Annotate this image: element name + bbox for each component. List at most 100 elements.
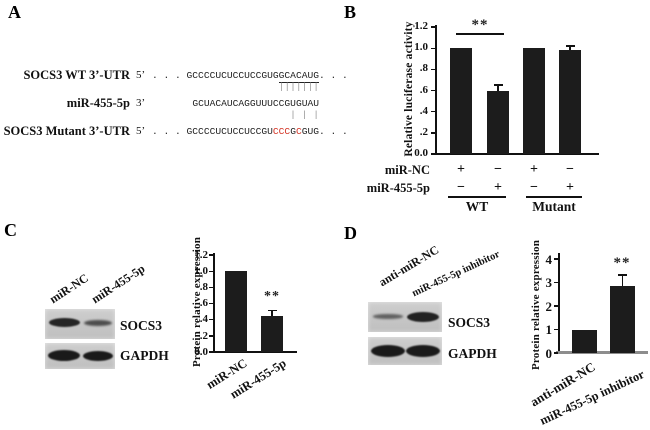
panel-a-label: A — [8, 2, 21, 22]
mir-prime-end: 3’ — [136, 97, 146, 109]
mut-black-base: G — [290, 126, 296, 137]
mut-red-bases-2: C — [295, 126, 302, 137]
blot-c-socs3-box — [45, 309, 115, 339]
chart-b-bar-4 — [559, 50, 581, 154]
chart-d-ytick-label: 4 — [545, 251, 553, 267]
chart-d-significance-stars: ** — [613, 255, 631, 271]
chart-c-bar-2 — [261, 315, 283, 352]
chart-b-bar-1 — [450, 48, 472, 154]
chart-c-bar-1 — [225, 271, 247, 352]
wt-seq-dots-right: . . . — [318, 70, 348, 81]
chart-d-ytick-label: 0 — [545, 345, 553, 361]
chart-c-ytick-label: .4 — [199, 313, 208, 326]
chart-c-tick — [209, 351, 213, 353]
sign-cell: + — [530, 162, 538, 177]
panel-b: B Relative luciferase activity 1.2 1.0 .… — [330, 0, 650, 215]
chart-d-bar-2 — [610, 286, 635, 353]
chart-b-error-bar-4 — [565, 45, 575, 51]
blot-c-socs3-label: SOCS3 — [120, 318, 163, 333]
chart-d-tick — [554, 328, 558, 331]
chart-b-ytick-label: .4 — [419, 104, 428, 117]
mir-seq-body: GCUACAUCAGGUUUCCGUGUAU — [192, 98, 319, 109]
chart-c-error-bar-2 — [267, 309, 277, 316]
chart-b-tick — [431, 26, 435, 28]
chart-b-x-axis — [435, 153, 599, 155]
chart-b-error-bar-2 — [493, 84, 503, 91]
chart-c-x-axis — [213, 351, 297, 353]
panel-a: A SOCS3 WT 3’-UTR 5’ . . . GCCCCUCUCCUCC… — [0, 0, 348, 215]
blot-c-lane1-label: miR-NC — [46, 270, 91, 307]
gapdh-band-lane1 — [371, 345, 405, 357]
match-bars-mir-mut: | | | — [152, 110, 319, 120]
mut-seq-dots-left: . . . — [152, 126, 187, 137]
sign-cell: − — [457, 180, 465, 195]
chart-b-significance-line — [456, 33, 504, 35]
panel-b-label: B — [344, 2, 357, 22]
gapdh-band-lane1 — [48, 350, 80, 361]
chart-d-tick — [554, 258, 558, 260]
wt-seed-region: GCACAUG — [278, 70, 319, 83]
mir-sequence: GCUACAUCAGGUUUCCGUGUAU — [152, 98, 319, 109]
sign-cell: + — [457, 162, 465, 177]
panel-d: D anti-miR-NC miR-455-5p inhibitor SOCS3… — [330, 215, 650, 430]
wt-sequence: . . . GCCCCUCUCCUCCGUGGCACAUG. . . — [152, 70, 348, 83]
chart-c-ytick-label: 1.2 — [194, 248, 208, 261]
chart-c-tick — [209, 254, 213, 256]
blot-d-socs3-box — [368, 302, 442, 332]
group-mutant-label: Mutant — [532, 199, 576, 214]
blot-c-gapdh-label: GAPDH — [120, 348, 169, 363]
chart-b-ytick-label: 1.2 — [414, 20, 428, 32]
condition-row-mir-nc-label: miR-NC — [384, 163, 430, 177]
blot-d-socs3-label: SOCS3 — [448, 315, 491, 330]
chart-c-y-axis — [213, 253, 215, 352]
mir-row-label: miR-455-5p — [66, 96, 130, 110]
chart-c-ytick-label: 0.0 — [194, 345, 208, 358]
wt-row-label: SOCS3 WT 3’-UTR — [23, 68, 130, 82]
chart-c-tick — [209, 335, 213, 337]
chart-b-ytick-label: .6 — [419, 83, 428, 96]
sign-cell: − — [530, 180, 538, 195]
sign-cell: − — [494, 162, 502, 177]
chart-c-tick — [209, 319, 213, 321]
chart-b-tick — [431, 153, 435, 155]
blot-c-lane2-label: miR-455-5p — [88, 261, 148, 307]
chart-b-tick — [431, 47, 435, 49]
chart-b-bar-2 — [487, 90, 509, 154]
mutant-prime-end: 5’ — [136, 125, 146, 137]
chart-b-tick — [431, 111, 435, 113]
mutant-sequence: . . . GCCCCUCUCCUCCGUCCCGCGUG. . . — [152, 126, 348, 137]
chart-d-tick — [554, 281, 558, 284]
chart-b-bar-3 — [523, 48, 545, 154]
chart-c-ytick-label: 1.0 — [194, 264, 208, 277]
socs3-band-lane1 — [49, 318, 80, 327]
chart-c-tick — [209, 270, 213, 272]
chart-c-significance-stars: ** — [264, 289, 280, 304]
wt-prime-end: 5’ — [136, 69, 146, 81]
chart-b-significance-stars: ** — [471, 17, 489, 33]
chart-b-tick — [431, 132, 435, 134]
chart-d-error-bar-2 — [618, 274, 627, 287]
match-bars-wt-mir: ||||||| — [152, 82, 319, 92]
chart-c-ytick-label: .6 — [199, 297, 208, 310]
chart-c-tick — [209, 286, 213, 288]
panel-c: C miR-NC miR-455-5p SOCS3 GAPDH Protein … — [0, 215, 330, 430]
mir-seq-indent — [152, 98, 192, 109]
socs3-band-lane2 — [84, 319, 112, 326]
chart-c-tick — [209, 303, 213, 305]
wt-seq-dots-left: . . . — [152, 70, 187, 81]
blot-c-gapdh-box — [45, 343, 115, 369]
chart-d-tick — [554, 352, 558, 354]
chart-b-ytick-label: .8 — [419, 62, 428, 75]
blot-d-gapdh-label: GAPDH — [448, 346, 497, 361]
socs3-band-lane1 — [373, 314, 403, 319]
chart-b-ytick-label: .2 — [419, 126, 428, 138]
chart-b-y-axis — [435, 25, 437, 154]
group-wt-label: WT — [465, 199, 489, 214]
chart-b-tick — [431, 90, 435, 92]
mut-seq-tail: GUG. . . — [301, 126, 348, 137]
gapdh-band-lane2 — [83, 350, 113, 361]
chart-d-ytick-label: 2 — [545, 298, 553, 314]
chart-c-ytick-label: .2 — [199, 329, 208, 342]
sign-cell: + — [494, 180, 502, 195]
chart-b-tick — [431, 68, 435, 70]
